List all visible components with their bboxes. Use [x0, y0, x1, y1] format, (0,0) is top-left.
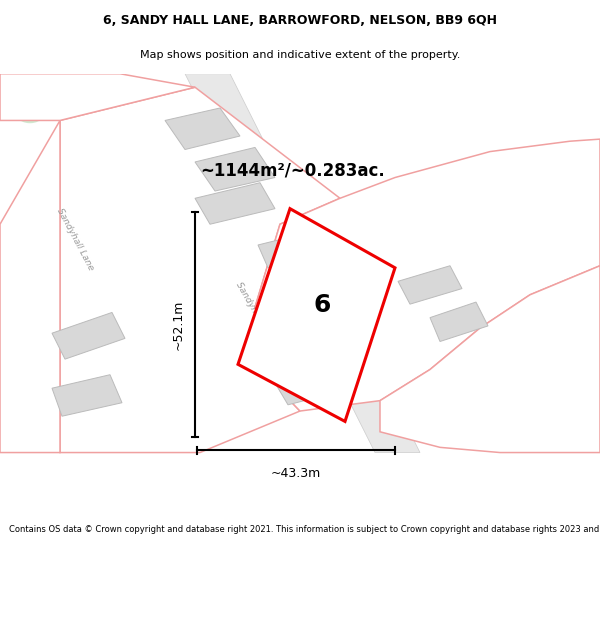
Polygon shape [165, 108, 240, 149]
Polygon shape [52, 312, 125, 359]
Text: Sandyhall Lane: Sandyhall Lane [55, 208, 95, 272]
Polygon shape [0, 74, 195, 121]
Text: 6, SANDY HALL LANE, BARROWFORD, NELSON, BB9 6QH: 6, SANDY HALL LANE, BARROWFORD, NELSON, … [103, 14, 497, 27]
Polygon shape [398, 266, 462, 304]
Text: ~1144m²/~0.283ac.: ~1144m²/~0.283ac. [200, 161, 385, 179]
Text: Sandyhall Lane: Sandyhall Lane [234, 281, 276, 344]
Text: ~43.3m: ~43.3m [271, 467, 321, 480]
Polygon shape [0, 121, 60, 452]
Polygon shape [430, 302, 488, 341]
Polygon shape [255, 139, 600, 411]
Text: ~52.1m: ~52.1m [172, 299, 185, 349]
Polygon shape [238, 209, 395, 421]
Text: Map shows position and indicative extent of the property.: Map shows position and indicative extent… [140, 50, 460, 60]
Polygon shape [52, 375, 122, 416]
Polygon shape [185, 74, 420, 452]
Polygon shape [272, 364, 345, 405]
Polygon shape [195, 182, 275, 224]
Text: Contains OS data © Crown copyright and database right 2021. This information is : Contains OS data © Crown copyright and d… [9, 525, 600, 534]
Circle shape [10, 81, 50, 122]
Polygon shape [60, 88, 340, 452]
Polygon shape [195, 148, 275, 191]
Polygon shape [258, 234, 310, 268]
Polygon shape [380, 266, 600, 452]
Text: 6: 6 [313, 293, 331, 317]
